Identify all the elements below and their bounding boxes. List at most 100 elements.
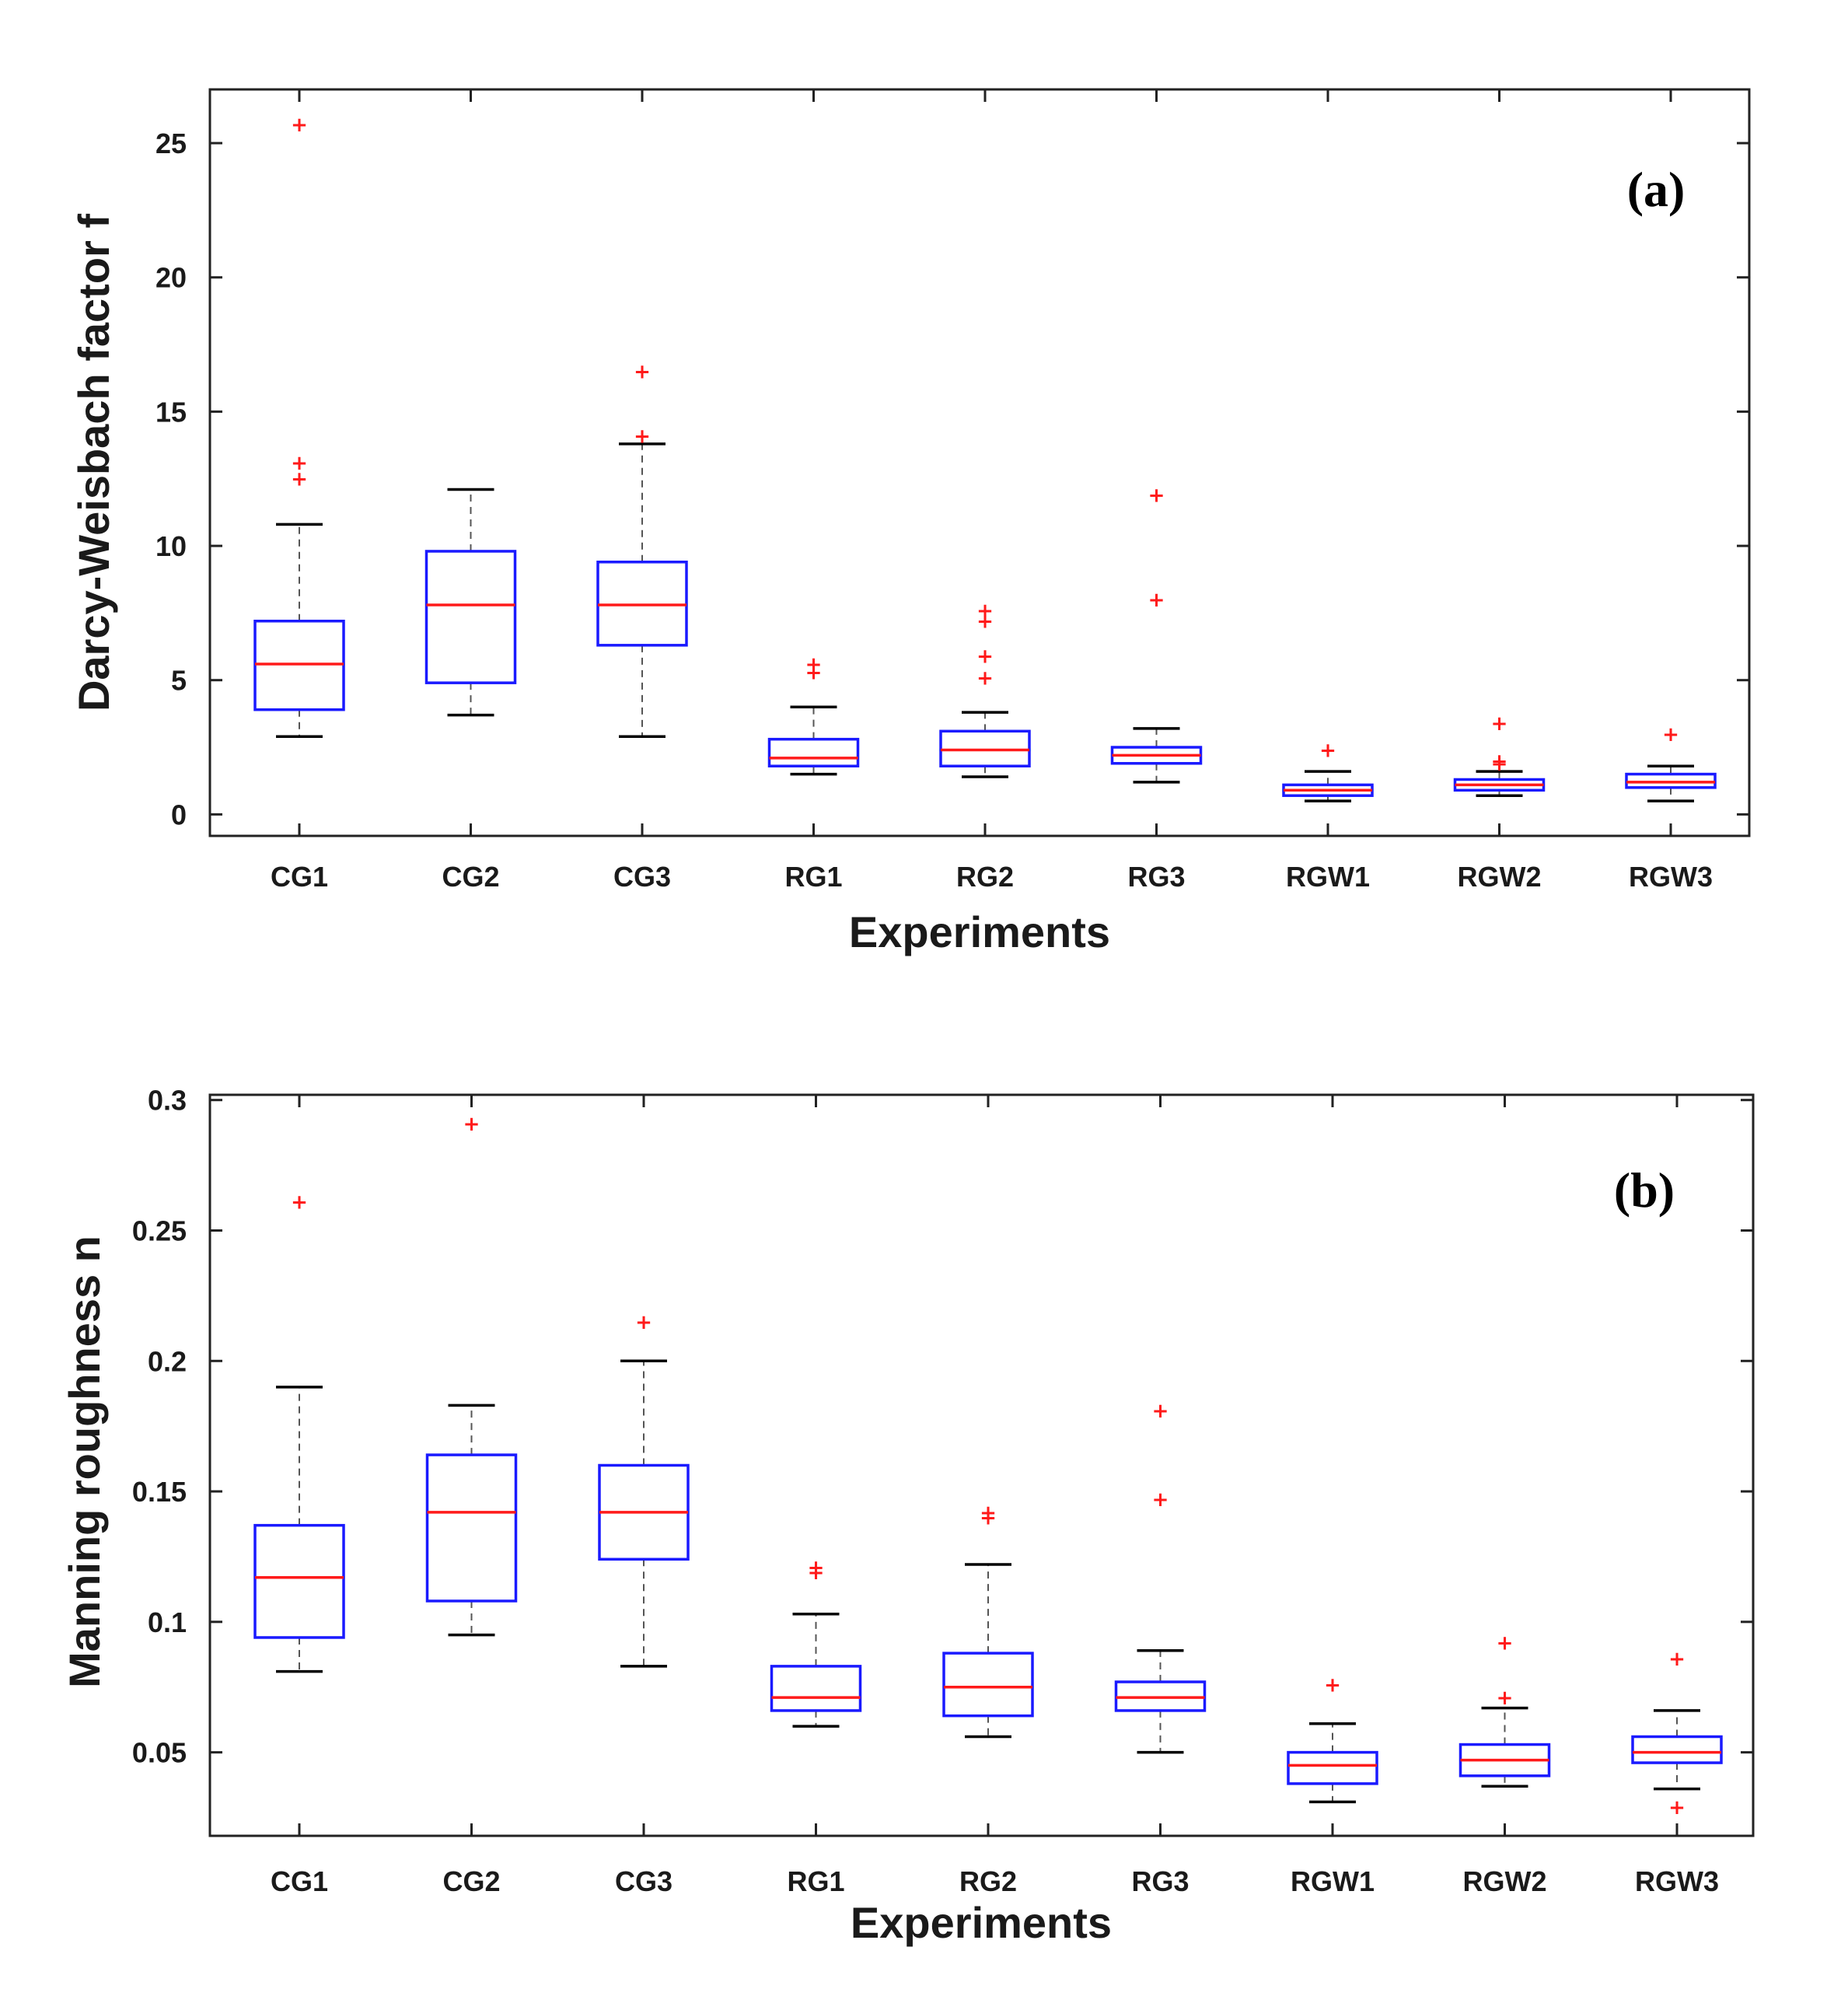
outlier-point: + — [291, 114, 308, 137]
outlier-point: + — [976, 666, 994, 690]
outlier-point: + — [980, 1501, 997, 1525]
panel-b-ylabel: Manning roughness n — [60, 1236, 109, 1688]
outlier-point: + — [291, 1191, 308, 1215]
panel-a-box-rgw3: + — [1625, 723, 1717, 802]
panel-a-xlabel: Experiments — [849, 907, 1110, 956]
iqr-box — [767, 737, 860, 767]
panel-a-box-rgw2: +++ — [1453, 712, 1546, 797]
outlier-point: + — [976, 645, 994, 669]
panel-b-xtick-label: RG3 — [1131, 1865, 1189, 1897]
panel-b-label: (b) — [1614, 1162, 1675, 1218]
outlier-point: + — [808, 1556, 825, 1579]
panel-a-box-rg2: ++++ — [939, 600, 1031, 778]
panel-a-ylabel: Darcy-Weisbach factor f — [69, 214, 118, 711]
outlier-point: + — [1491, 712, 1508, 736]
iqr-box — [1287, 1750, 1378, 1785]
panel-a-xtick-label: RG1 — [784, 861, 842, 893]
outlier-point: + — [291, 468, 308, 491]
panel-b-plot: 0.050.10.150.20.250.3+CG1+CG2+CG3++RG1++… — [132, 1085, 1753, 1897]
outlier-point: + — [1319, 739, 1336, 762]
panel-a-frame — [208, 88, 1751, 837]
outlier-point: + — [980, 1507, 997, 1530]
outlier-point: + — [1497, 1632, 1514, 1655]
panel-a-ytick-label: 10 — [155, 530, 187, 562]
panel-a-label: (a) — [1627, 162, 1686, 217]
panel-b-ytick-label: 0.3 — [148, 1085, 187, 1117]
panel-a-xtick-label: RGW2 — [1458, 861, 1542, 893]
outlier-point: + — [1148, 589, 1165, 612]
outlier-point: + — [976, 610, 994, 634]
iqr-box — [424, 550, 517, 684]
panel-b-box-rg3: ++ — [1114, 1400, 1207, 1754]
panel-a-xtick-label: RG2 — [956, 861, 1014, 893]
iqr-box — [942, 1652, 1034, 1718]
panel-b-box-cg3: + — [598, 1311, 690, 1668]
panel-a-ytick-label: 20 — [155, 262, 187, 294]
panel-b-xtick-label: CG2 — [442, 1865, 500, 1897]
panel-b-xlabel: Experiments — [851, 1898, 1112, 1947]
panel-b-xtick-label: RGW2 — [1463, 1865, 1547, 1897]
outlier-point: + — [1491, 750, 1508, 773]
panel-b-xtick-label: RGW1 — [1291, 1865, 1375, 1897]
panel-a-ytick-label: 25 — [155, 128, 187, 159]
outlier-point: + — [1668, 1648, 1686, 1671]
panel-b-box-rg2: ++ — [942, 1501, 1034, 1739]
outlier-point: + — [635, 1311, 652, 1334]
panel-a-box-cg1: +++ — [253, 114, 345, 738]
outlier-point: + — [1324, 1673, 1341, 1697]
panel-a-ytick-label: 0 — [171, 799, 187, 830]
outlier-point: + — [1491, 753, 1508, 776]
panel-b-box-cg1: + — [253, 1191, 345, 1673]
panel-b-ytick-label: 0.25 — [132, 1215, 187, 1246]
iqr-box — [425, 1453, 518, 1603]
panel-a-box-cg3: ++ — [596, 361, 688, 738]
outlier-point: + — [808, 1561, 825, 1585]
panel-a-ytick-label: 5 — [171, 665, 187, 697]
outlier-point: + — [634, 361, 651, 384]
outlier-point: + — [805, 661, 823, 684]
panel-b-box-rgw3: ++ — [1631, 1648, 1723, 1819]
panel-a-box-rgw1: + — [1282, 739, 1374, 802]
panel-a-box-rg1: ++ — [767, 653, 860, 776]
panel-b-frame — [208, 1093, 1755, 1837]
outlier-point: + — [1152, 1400, 1169, 1423]
panel-a-xtick-label: RG3 — [1127, 861, 1185, 893]
panel-b-xtick-label: CG3 — [615, 1865, 672, 1897]
panel-a-xtick-label: CG1 — [271, 861, 328, 893]
panel-a-box-rg3: ++ — [1110, 484, 1203, 784]
panel-b: 0.050.10.150.20.250.3+CG1+CG2+CG3++RG1++… — [60, 1085, 1755, 1947]
panel-b-ytick-label: 0.2 — [148, 1345, 187, 1377]
panel-b-ytick-label: 0.15 — [132, 1476, 187, 1508]
outlier-point: + — [1148, 484, 1165, 507]
panel-a-xtick-label: RGW1 — [1286, 861, 1370, 893]
panel-b-xtick-label: RG1 — [787, 1865, 844, 1897]
outlier-point: + — [1497, 1687, 1514, 1710]
panel-b-xtick-label: CG1 — [271, 1865, 328, 1897]
panel-b-box-rgw2: ++ — [1458, 1632, 1551, 1788]
panel-a-xtick-label: CG3 — [613, 861, 671, 893]
outlier-point: + — [1662, 723, 1679, 746]
panel-a-xtick-label: RGW3 — [1629, 861, 1713, 893]
outlier-point: + — [805, 653, 823, 676]
outlier-point: + — [1668, 1796, 1686, 1819]
panel-b-box-rg1: ++ — [770, 1556, 862, 1728]
panel-b-box-rgw1: + — [1287, 1673, 1378, 1804]
outlier-point: + — [634, 425, 651, 448]
panel-b-box-cg2: + — [425, 1113, 518, 1637]
panel-b-ytick-label: 0.1 — [148, 1606, 187, 1638]
panel-b-xtick-label: RG2 — [959, 1865, 1017, 1897]
outlier-point: + — [291, 452, 308, 475]
iqr-box — [1631, 1735, 1723, 1764]
iqr-box — [770, 1665, 862, 1712]
panel-a-xtick-label: CG2 — [442, 861, 499, 893]
panel-a-ytick-label: 15 — [155, 396, 187, 428]
iqr-box — [253, 1523, 345, 1639]
outlier-point: + — [1152, 1488, 1169, 1512]
outlier-point: + — [976, 600, 994, 623]
outlier-point: + — [463, 1113, 480, 1136]
panel-a-box-cg2 — [424, 488, 517, 717]
panel-b-xtick-label: RGW3 — [1635, 1865, 1719, 1897]
